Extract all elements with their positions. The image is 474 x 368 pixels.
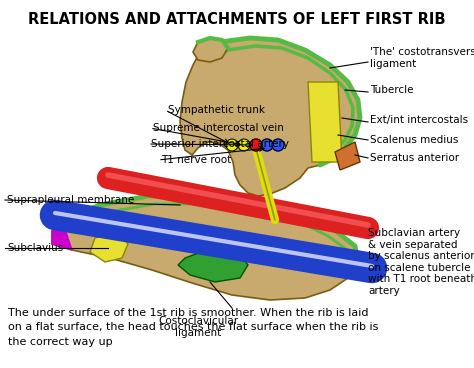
Text: Costoclavicular
ligament: Costoclavicular ligament — [158, 316, 238, 337]
Text: Subclavius: Subclavius — [7, 243, 63, 253]
Polygon shape — [90, 232, 128, 262]
Text: Superior intercostal artery: Superior intercostal artery — [151, 139, 289, 149]
Polygon shape — [308, 82, 342, 162]
Text: Serratus anterior: Serratus anterior — [370, 153, 459, 163]
Text: Scalenus medius: Scalenus medius — [370, 135, 458, 145]
Polygon shape — [52, 220, 72, 250]
Text: The under surface of the 1st rib is smoother. When the rib is laid
on a flat sur: The under surface of the 1st rib is smoo… — [8, 308, 378, 347]
Text: Tubercle: Tubercle — [370, 85, 413, 95]
Text: RELATIONS AND ATTACHMENTS OF LEFT FIRST RIB: RELATIONS AND ATTACHMENTS OF LEFT FIRST … — [28, 12, 446, 27]
Polygon shape — [52, 196, 358, 300]
Text: Sympathetic trunk: Sympathetic trunk — [168, 105, 265, 115]
Polygon shape — [180, 38, 360, 196]
Polygon shape — [335, 142, 360, 170]
Text: T1 nerve root: T1 nerve root — [161, 155, 231, 165]
Polygon shape — [178, 248, 248, 282]
Polygon shape — [193, 38, 228, 62]
Text: Supreme intercostal vein: Supreme intercostal vein — [153, 123, 284, 133]
Text: Subclavian artery
& vein separated
by scalenus anterior
on scalene tubercle
with: Subclavian artery & vein separated by sc… — [368, 228, 474, 296]
Circle shape — [261, 139, 273, 151]
Circle shape — [250, 139, 262, 151]
Circle shape — [226, 139, 238, 151]
Circle shape — [238, 139, 250, 151]
Text: Ext/int intercostals: Ext/int intercostals — [370, 115, 468, 125]
Text: Suprapleural membrane: Suprapleural membrane — [7, 195, 134, 205]
Text: 'The' costotransverse
ligament: 'The' costotransverse ligament — [370, 47, 474, 69]
Circle shape — [272, 139, 284, 151]
